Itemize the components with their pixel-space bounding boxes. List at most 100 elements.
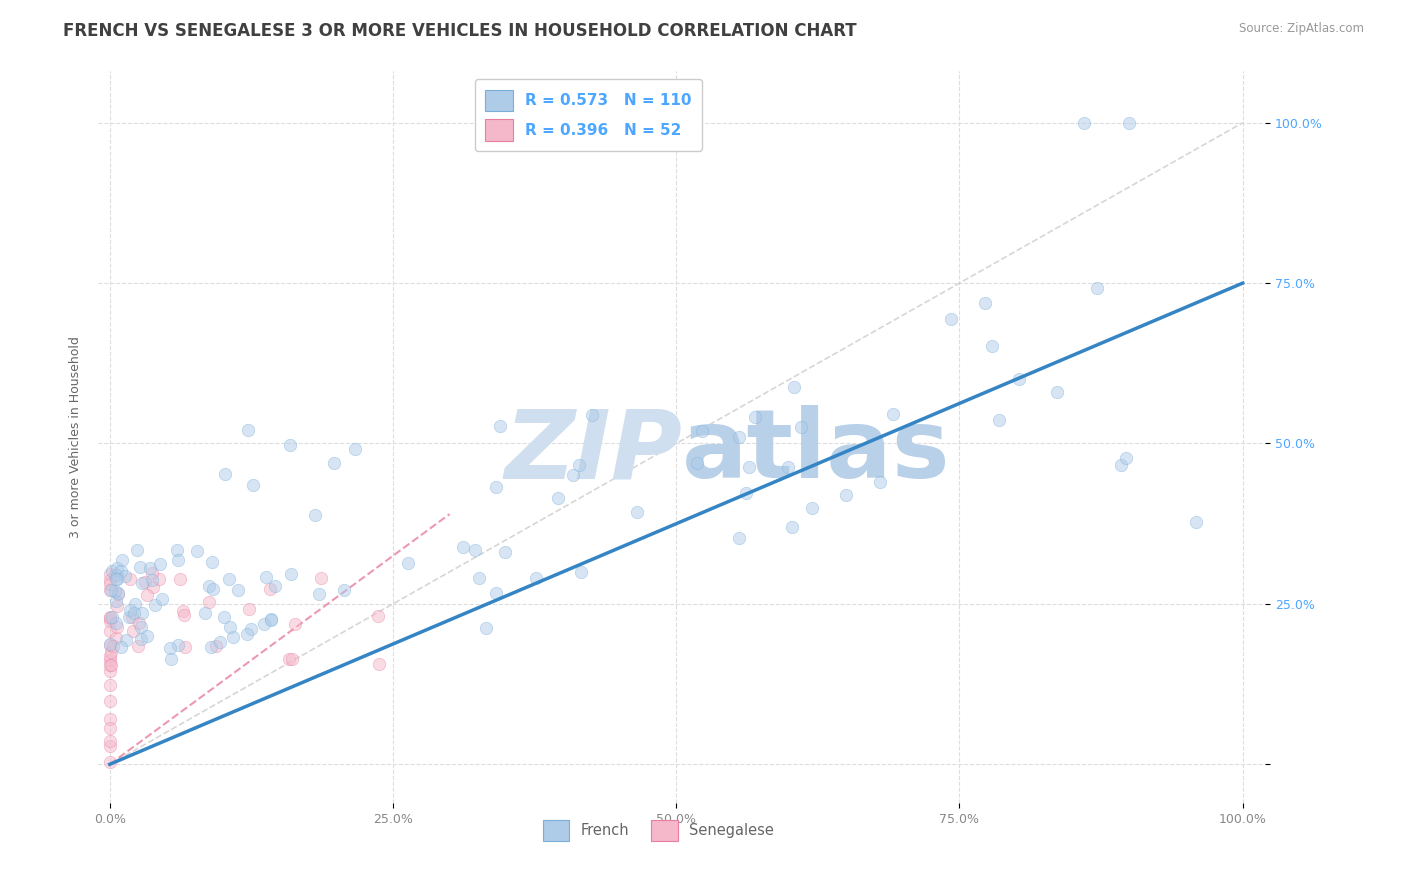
Point [139, 561, 162, 575]
Point [101, 610, 124, 624]
Point [98, 734, 121, 748]
Point [135, 628, 157, 642]
Point [308, 587, 330, 601]
Point [131, 576, 153, 591]
Point [692, 425, 714, 439]
Point [280, 567, 302, 582]
Point [973, 295, 995, 310]
Point [100, 657, 122, 672]
Point [526, 570, 548, 584]
Point [98, 722, 121, 736]
Point [142, 580, 165, 594]
Point [167, 638, 190, 652]
Point [127, 640, 149, 654]
Point [104, 594, 127, 608]
Point [128, 616, 150, 631]
Point [127, 542, 149, 557]
Point [194, 606, 217, 620]
Point [98, 610, 121, 624]
Point [111, 553, 134, 567]
Point [200, 640, 222, 654]
Point [474, 621, 496, 635]
Point [107, 587, 129, 601]
Point [209, 635, 232, 649]
Point [242, 478, 264, 492]
Point [396, 556, 419, 570]
Point [228, 583, 250, 598]
Point [801, 500, 824, 515]
Point [104, 568, 127, 582]
Point [333, 583, 356, 598]
Point [489, 419, 512, 434]
Point [464, 543, 486, 558]
Point [98, 648, 121, 663]
Point [278, 438, 301, 452]
Y-axis label: 3 or more Vehicles in Household: 3 or more Vehicles in Household [69, 336, 82, 538]
Point [562, 468, 585, 483]
Point [120, 603, 142, 617]
Point [172, 604, 194, 618]
Point [367, 609, 389, 624]
Point [304, 508, 326, 522]
Point [107, 586, 129, 600]
Point [100, 637, 122, 651]
Point [129, 560, 152, 574]
Point [214, 467, 236, 481]
Point [105, 572, 128, 586]
Point [205, 640, 228, 654]
Point [219, 620, 242, 634]
Point [468, 571, 491, 585]
Point [738, 460, 761, 475]
Point [169, 573, 191, 587]
Point [309, 571, 332, 585]
Point [1115, 450, 1137, 465]
Point [105, 620, 128, 634]
Point [728, 532, 751, 546]
Point [98, 582, 121, 597]
Point [1046, 384, 1069, 399]
Point [1073, 116, 1095, 130]
Point [124, 606, 146, 620]
Point [981, 339, 1004, 353]
Point [253, 616, 276, 631]
Point [254, 570, 277, 584]
Point [143, 599, 166, 613]
Point [100, 583, 122, 598]
Point [105, 568, 128, 582]
Point [776, 459, 799, 474]
Point [1118, 116, 1140, 130]
Point [734, 486, 756, 500]
Point [98, 664, 121, 678]
Point [214, 609, 236, 624]
Point [201, 582, 224, 596]
Point [281, 652, 304, 666]
Point [131, 606, 153, 620]
Point [98, 610, 121, 624]
Point [238, 602, 260, 616]
Point [835, 488, 858, 502]
Point [686, 456, 709, 470]
Point [105, 599, 128, 613]
Point [198, 579, 221, 593]
Point [114, 569, 136, 583]
Point [198, 595, 221, 609]
Point [283, 616, 305, 631]
Text: FRENCH VS SENEGALESE 3 OR MORE VEHICLES IN HOUSEHOLD CORRELATION CHART: FRENCH VS SENEGALESE 3 OR MORE VEHICLES … [63, 22, 856, 40]
Point [129, 632, 152, 646]
Point [105, 572, 128, 586]
Point [240, 622, 263, 636]
Point [569, 565, 592, 579]
Point [581, 408, 603, 422]
Point [110, 564, 132, 578]
Point [104, 616, 127, 631]
Point [101, 639, 124, 653]
Point [104, 584, 127, 599]
Point [485, 585, 508, 599]
Point [235, 626, 257, 640]
Point [173, 608, 195, 623]
Point [122, 624, 145, 639]
Point [1184, 515, 1206, 529]
Point [783, 380, 806, 394]
Point [568, 458, 591, 472]
Point [727, 430, 749, 444]
